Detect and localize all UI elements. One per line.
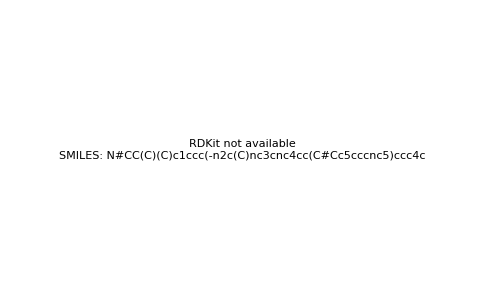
Text: RDKit not available
SMILES: N#CC(C)(C)c1ccc(-n2c(C)nc3cnc4cc(C#Cc5cccnc5)ccc4c: RDKit not available SMILES: N#CC(C)(C)c1… bbox=[59, 139, 425, 161]
